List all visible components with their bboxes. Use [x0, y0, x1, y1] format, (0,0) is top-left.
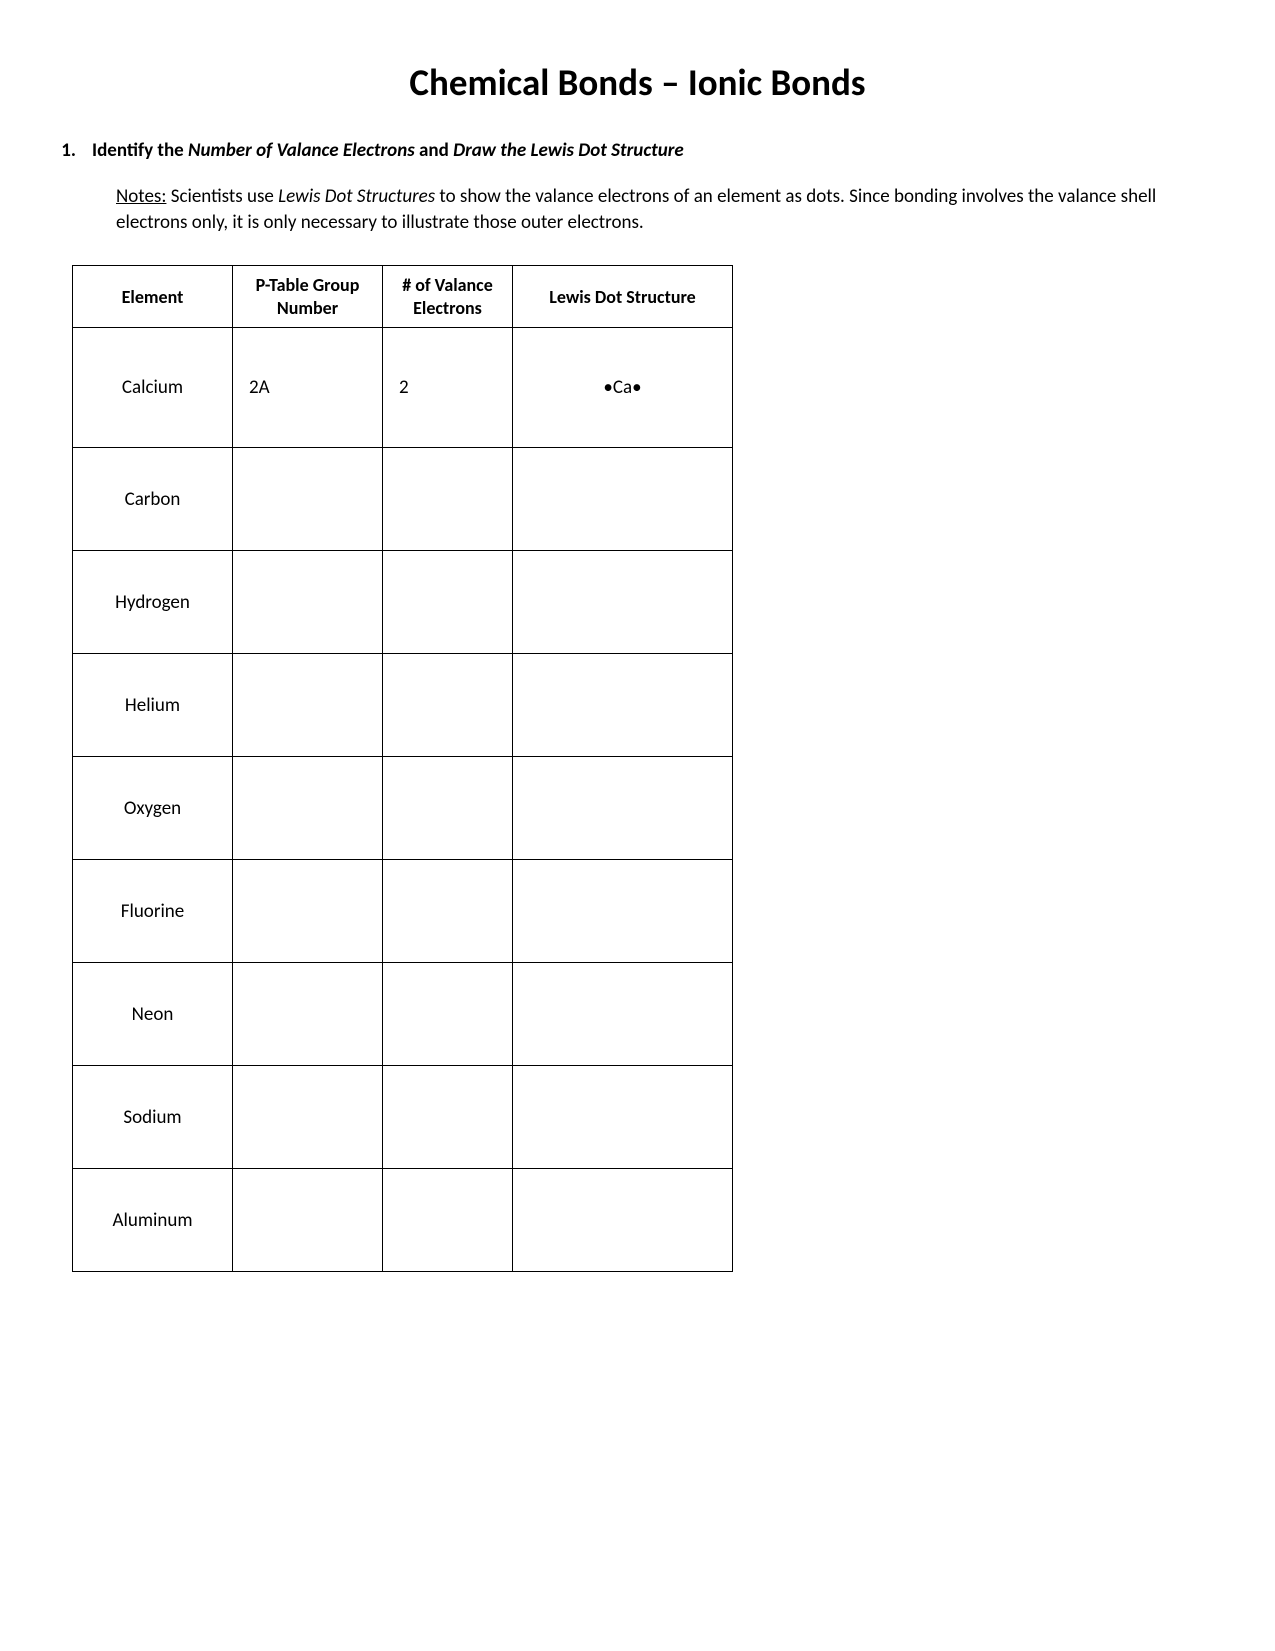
cell-element: Fluorine	[73, 860, 233, 963]
question-1: 1. Identify the Number of Valance Electr…	[48, 139, 1203, 162]
table-body: Calcium2A2•Ca•CarbonHydrogenHeliumOxygen…	[73, 328, 733, 1272]
elements-table: Element P-Table Group Number # of Valanc…	[72, 265, 733, 1272]
question-text: Identify the Number of Valance Electrons…	[92, 139, 1203, 162]
table-row: Sodium	[73, 1066, 733, 1169]
cell-element: Carbon	[73, 448, 233, 551]
cell-valence	[383, 860, 513, 963]
page-title: Chemical Bonds – Ionic Bonds	[72, 60, 1203, 105]
cell-group	[233, 448, 383, 551]
header-element: Element	[73, 266, 233, 328]
question-italic-2: Draw the Lewis Dot Structure	[453, 139, 684, 162]
cell-valence	[383, 551, 513, 654]
header-valence: # of Valance Electrons	[383, 266, 513, 328]
table-row: Aluminum	[73, 1169, 733, 1272]
cell-element: Sodium	[73, 1066, 233, 1169]
cell-element: Calcium	[73, 328, 233, 448]
worksheet-page: Chemical Bonds – Ionic Bonds 1. Identify…	[0, 0, 1275, 1332]
cell-lewis	[513, 860, 733, 963]
cell-group	[233, 860, 383, 963]
cell-lewis	[513, 1169, 733, 1272]
cell-valence: 2	[383, 328, 513, 448]
notes-label: Notes:	[116, 185, 166, 208]
question-italic-1: Number of Valance Electrons	[188, 139, 415, 162]
table-header-row: Element P-Table Group Number # of Valanc…	[73, 266, 733, 328]
table-row: Helium	[73, 654, 733, 757]
table-row: Calcium2A2•Ca•	[73, 328, 733, 448]
header-lewis: Lewis Dot Structure	[513, 266, 733, 328]
cell-element: Helium	[73, 654, 233, 757]
cell-group	[233, 1066, 383, 1169]
cell-valence	[383, 448, 513, 551]
cell-group	[233, 1169, 383, 1272]
cell-lewis	[513, 963, 733, 1066]
cell-group: 2A	[233, 328, 383, 448]
cell-valence	[383, 654, 513, 757]
notes-part1: Scientists use	[166, 185, 278, 208]
cell-valence	[383, 1169, 513, 1272]
table-row: Carbon	[73, 448, 733, 551]
table-row: Oxygen	[73, 757, 733, 860]
table-row: Neon	[73, 963, 733, 1066]
table-row: Hydrogen	[73, 551, 733, 654]
header-group: P-Table Group Number	[233, 266, 383, 328]
notes-paragraph: Notes: Scientists use Lewis Dot Structur…	[116, 184, 1203, 235]
notes-italic: Lewis Dot Structures	[278, 185, 435, 208]
cell-lewis	[513, 1066, 733, 1169]
cell-element: Aluminum	[73, 1169, 233, 1272]
cell-element: Oxygen	[73, 757, 233, 860]
cell-valence	[383, 1066, 513, 1169]
cell-element: Neon	[73, 963, 233, 1066]
cell-lewis	[513, 757, 733, 860]
cell-group	[233, 551, 383, 654]
cell-group	[233, 757, 383, 860]
question-number: 1.	[48, 139, 92, 162]
cell-valence	[383, 963, 513, 1066]
table-row: Fluorine	[73, 860, 733, 963]
cell-element: Hydrogen	[73, 551, 233, 654]
question-mid: and	[415, 139, 453, 162]
cell-group	[233, 654, 383, 757]
cell-lewis: •Ca•	[513, 328, 733, 448]
question-lead: Identify the	[92, 139, 188, 162]
cell-lewis	[513, 551, 733, 654]
cell-lewis	[513, 448, 733, 551]
cell-lewis	[513, 654, 733, 757]
cell-group	[233, 963, 383, 1066]
cell-valence	[383, 757, 513, 860]
